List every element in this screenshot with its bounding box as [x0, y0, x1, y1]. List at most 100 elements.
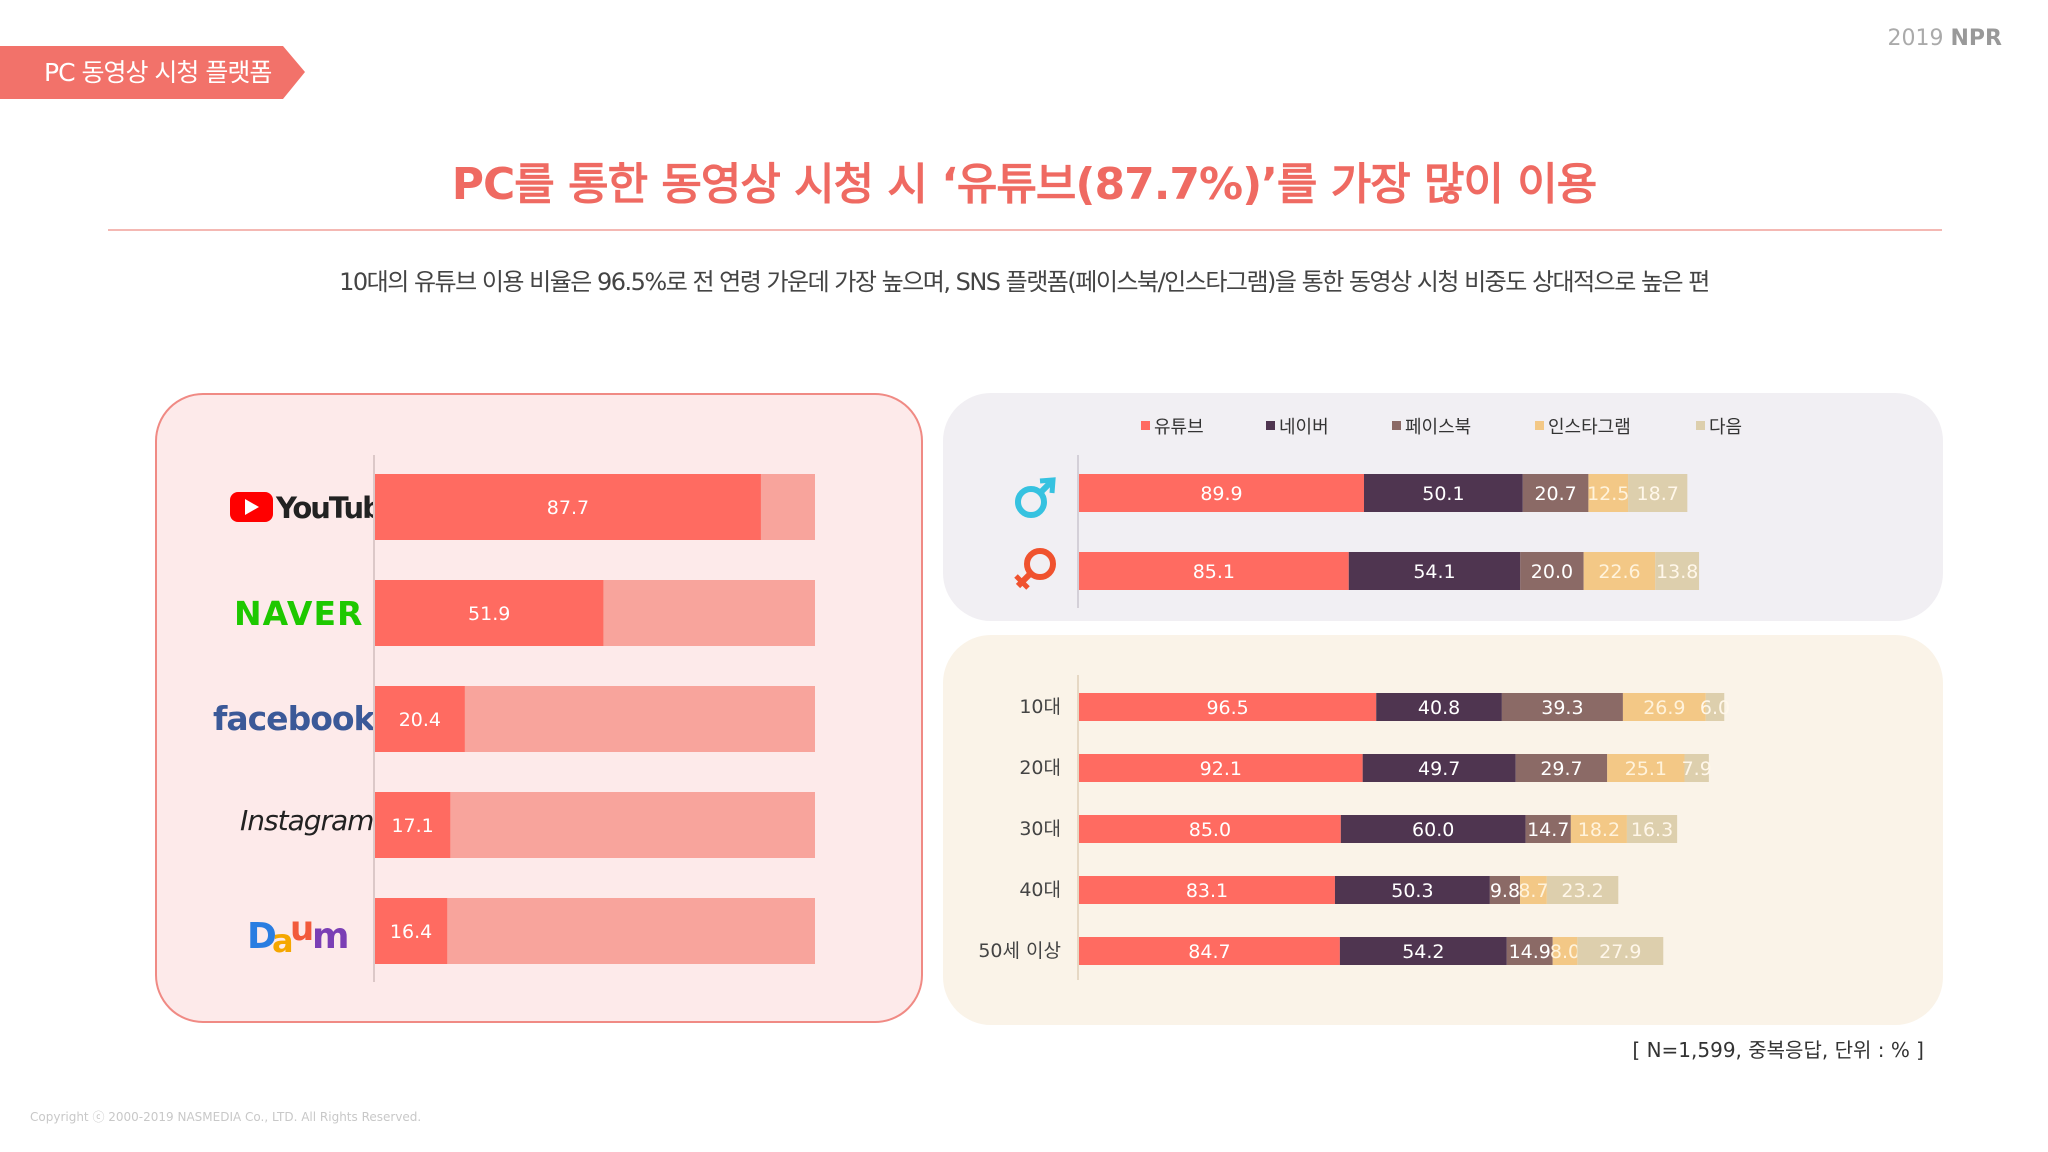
female-icon [1014, 548, 1056, 590]
svg-text:m: m [312, 916, 350, 957]
platform-bar [375, 686, 465, 752]
stack-segment [1628, 474, 1688, 512]
age-label: 30대 [1019, 818, 1061, 840]
segment-value-label: 6.0 [1700, 697, 1730, 719]
legend-daum: 다음 [1709, 417, 1742, 438]
legend-swatch-daum [1696, 421, 1705, 430]
stack-segment [1577, 937, 1664, 965]
segment-value-label: 8.0 [1550, 941, 1580, 963]
instagram-logo: Instagram [240, 804, 373, 837]
segment-value-label: 26.9 [1643, 697, 1685, 719]
title-divider [108, 229, 1942, 231]
segment-value-label: 20.7 [1534, 483, 1576, 505]
page-subtitle: 10대의 유튜브 이용 비율은 96.5%로 전 연령 가운데 가장 높으며, … [339, 268, 1710, 296]
segment-value-label: 54.1 [1413, 561, 1455, 583]
segment-value-label: 54.2 [1402, 941, 1444, 963]
facebook-logo: facebook [213, 699, 377, 738]
stack-segment [1339, 937, 1507, 965]
section-badge: PC 동영상 시청 플랫폼 [0, 46, 305, 99]
stack-segment [1079, 815, 1341, 843]
segment-value-label: 8.7 [1518, 880, 1548, 902]
stack-segment [1655, 552, 1700, 590]
stack-segment [1520, 876, 1547, 904]
stack-segment [1622, 693, 1706, 721]
segment-value-label: 85.1 [1193, 561, 1235, 583]
segment-value-label: 50.3 [1391, 880, 1433, 902]
platform-bar [375, 898, 448, 964]
stack-segment [1588, 474, 1629, 512]
segment-value-label: 92.1 [1200, 758, 1242, 780]
male-icon [1015, 477, 1056, 518]
stack-segment [1079, 552, 1349, 590]
legend-swatch-facebook [1392, 421, 1401, 430]
segment-value-label: 60.0 [1412, 819, 1454, 841]
stack-segment [1363, 474, 1523, 512]
stack-segment [1079, 693, 1377, 721]
legend-naver: 네이버 [1279, 417, 1329, 438]
stack-segment [1079, 937, 1340, 965]
segment-value-label: 39.3 [1541, 697, 1583, 719]
stack-segment [1626, 815, 1678, 843]
segment-value-label: 18.7 [1637, 483, 1679, 505]
stack-segment [1506, 937, 1553, 965]
chart-legend: 유튜브 네이버 페이스북 인스타그램 다음 [1141, 417, 1742, 438]
brand-name: NPR [1950, 26, 2002, 51]
brand-year: 2019 [1887, 26, 1944, 51]
age-label: 40대 [1019, 879, 1061, 901]
stack-segment [1515, 754, 1608, 782]
segment-value-label: 7.9 [1682, 758, 1712, 780]
segment-value-label: 83.1 [1186, 880, 1228, 902]
age-label: 50세 이상 [978, 940, 1061, 962]
stack-segment [1340, 815, 1526, 843]
sample-note: [ N=1,599, 중복응답, 단위 : % ] [1632, 1038, 1924, 1062]
age-label: 20대 [1019, 757, 1061, 779]
bar-value-label: 87.7 [547, 497, 589, 519]
svg-text:D: D [247, 916, 277, 957]
stack-segment [1079, 754, 1363, 782]
segment-value-label: 49.7 [1418, 758, 1460, 780]
segment-value-label: 25.1 [1625, 758, 1667, 780]
stack-segment [1705, 693, 1725, 721]
segment-value-label: 50.1 [1422, 483, 1464, 505]
stack-segment [1362, 754, 1516, 782]
gender-bars: 89.9 50.1 20.7 12.5 18.7 85.1 54.1 20.0 22.6 13.8 [1079, 474, 1700, 590]
daum-logo: D a u m [247, 909, 350, 960]
segment-value-label: 14.7 [1527, 819, 1569, 841]
segment-value-label: 20.0 [1531, 561, 1573, 583]
legend-youtube: 유튜브 [1154, 417, 1204, 438]
segment-value-label: 12.5 [1587, 483, 1629, 505]
stack-segment [1501, 693, 1623, 721]
brand-label: 2019 NPR [1888, 26, 2002, 51]
platform-bar [375, 474, 761, 540]
page-title: PC를 통한 동영상 시청 시 ‘유튜브(87.7%)’를 가장 많이 이용 [451, 159, 1598, 210]
stack-segment [1552, 937, 1578, 965]
legend-swatch-instagram [1535, 421, 1544, 430]
stack-segment [1489, 876, 1521, 904]
segment-value-label: 9.8 [1490, 880, 1520, 902]
stack-segment [1546, 876, 1619, 904]
platform-bars: 87.7 51.9 20.4 17.1 16.4 [375, 474, 815, 964]
stack-segment [1079, 876, 1335, 904]
naver-logo: NAVER [234, 594, 363, 633]
legend-swatch-naver [1266, 421, 1275, 430]
segment-value-label: 84.7 [1188, 941, 1230, 963]
segment-value-label: 22.6 [1598, 561, 1640, 583]
bar-value-label: 51.9 [468, 603, 510, 625]
legend-facebook: 페이스북 [1405, 417, 1471, 438]
stack-segment [1079, 474, 1364, 512]
stack-segment [1570, 815, 1627, 843]
stack-segment [1583, 552, 1656, 590]
segment-value-label: 18.2 [1578, 819, 1620, 841]
legend-instagram: 인스타그램 [1548, 417, 1631, 438]
stack-segment [1522, 474, 1589, 512]
copyright: Copyright ⓒ 2000-2019 NASMEDIA Co., LTD.… [30, 1110, 422, 1124]
svg-text:u: u [290, 909, 314, 949]
segment-value-label: 14.9 [1509, 941, 1551, 963]
legend-swatch-youtube [1141, 421, 1150, 430]
segment-value-label: 96.5 [1206, 697, 1248, 719]
platform-bar [375, 580, 604, 646]
stack-segment [1607, 754, 1685, 782]
stack-segment [1376, 693, 1502, 721]
segment-value-label: 29.7 [1540, 758, 1582, 780]
